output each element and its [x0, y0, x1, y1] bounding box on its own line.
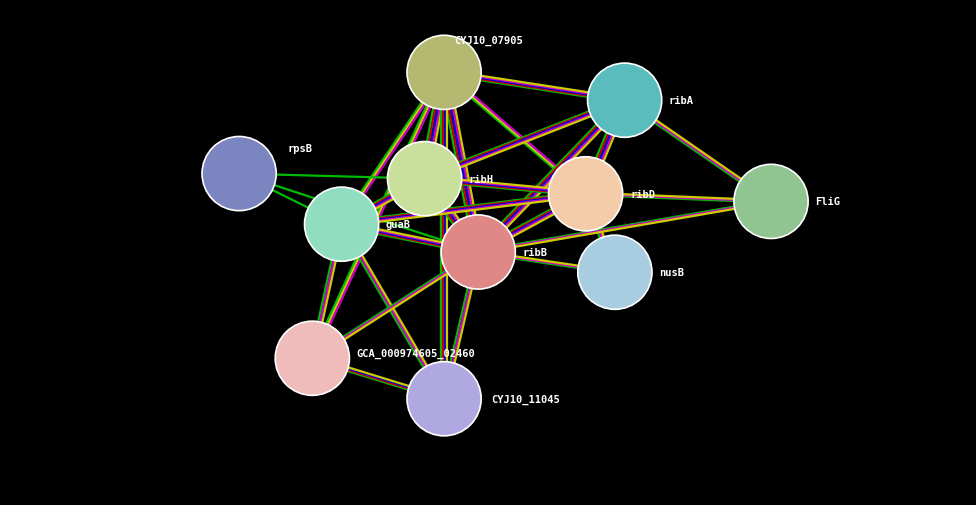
- Text: rpsB: rpsB: [288, 144, 313, 154]
- Text: ribA: ribA: [669, 96, 694, 106]
- Text: ribH: ribH: [468, 174, 494, 184]
- Ellipse shape: [441, 216, 515, 289]
- Ellipse shape: [588, 64, 662, 138]
- Text: guaB: guaB: [386, 220, 411, 230]
- Text: ribB: ribB: [522, 247, 548, 258]
- Ellipse shape: [734, 165, 808, 239]
- Text: CYJ10_11045: CYJ10_11045: [491, 394, 559, 404]
- Ellipse shape: [387, 142, 462, 216]
- Ellipse shape: [275, 322, 349, 395]
- Ellipse shape: [305, 188, 379, 262]
- Ellipse shape: [407, 362, 481, 436]
- Text: ribD: ribD: [630, 189, 656, 199]
- Text: FliG: FliG: [815, 197, 840, 207]
- Text: CYJ10_07905: CYJ10_07905: [454, 35, 522, 45]
- Text: nusB: nusB: [659, 268, 684, 278]
- Ellipse shape: [202, 137, 276, 211]
- Ellipse shape: [578, 236, 652, 310]
- Ellipse shape: [407, 36, 481, 110]
- Text: GCA_000974605_02460: GCA_000974605_02460: [356, 348, 475, 359]
- Ellipse shape: [549, 158, 623, 231]
